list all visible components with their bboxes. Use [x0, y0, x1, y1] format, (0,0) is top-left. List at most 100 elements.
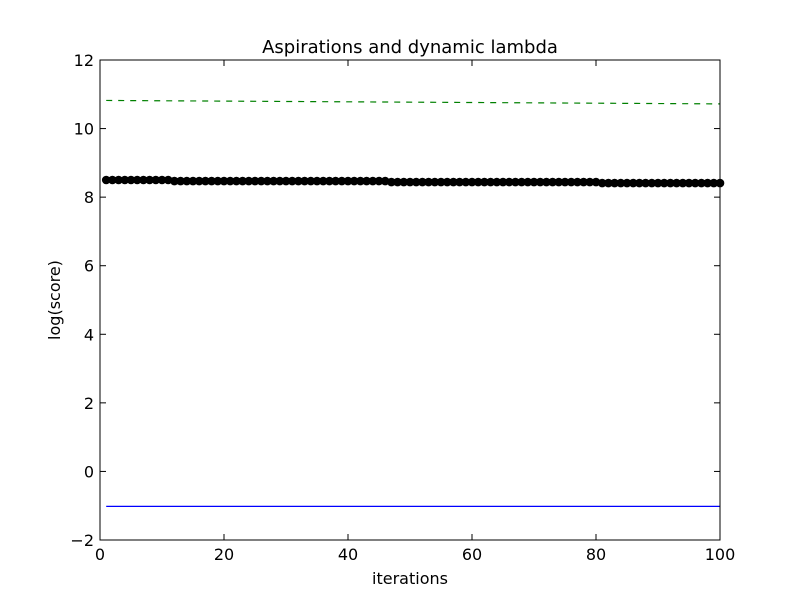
data-point	[393, 177, 402, 187]
data-point	[666, 178, 675, 188]
data-point	[523, 177, 533, 187]
data-point	[300, 176, 309, 186]
data-point	[145, 175, 154, 185]
data-point	[610, 178, 619, 188]
data-point	[405, 177, 415, 187]
data-point	[331, 176, 340, 186]
data-point	[517, 177, 526, 187]
series-1	[101, 175, 725, 188]
data-point	[219, 176, 229, 186]
data-point	[132, 175, 142, 185]
data-point	[399, 177, 409, 187]
data-point	[467, 177, 477, 187]
x-axis-label: iterations	[372, 569, 448, 588]
data-point	[653, 178, 663, 188]
data-point	[325, 176, 334, 186]
data-point	[430, 177, 440, 187]
data-point	[176, 176, 185, 186]
data-point	[616, 178, 626, 188]
data-point	[585, 177, 595, 187]
data-point	[697, 178, 706, 188]
data-point	[256, 176, 266, 186]
x-tick-label: 20	[214, 545, 234, 564]
y-tick-label: 10	[74, 120, 94, 139]
data-point	[480, 177, 489, 187]
y-tick-label: 0	[84, 462, 94, 481]
data-point	[628, 178, 638, 188]
chart-title: Aspirations and dynamic lambda	[262, 37, 558, 58]
data-point	[356, 176, 365, 186]
y-tick-label: 6	[84, 257, 94, 276]
data-point	[201, 176, 210, 186]
data-point	[418, 177, 427, 187]
data-point	[269, 176, 278, 186]
y-tick-label: 2	[84, 394, 94, 413]
y-tick-label: −2	[70, 531, 94, 550]
data-point	[690, 178, 700, 188]
data-point	[244, 176, 254, 186]
data-point	[449, 177, 458, 187]
data-point	[566, 177, 576, 187]
data-point	[554, 177, 564, 187]
x-tick-label: 60	[462, 545, 482, 564]
data-point	[362, 176, 371, 186]
data-point	[635, 178, 644, 188]
data-point	[442, 177, 452, 187]
data-point	[461, 177, 471, 187]
data-point	[579, 177, 588, 187]
data-point	[604, 178, 613, 188]
data-point	[548, 177, 557, 187]
data-point	[151, 175, 161, 185]
data-point	[486, 177, 495, 187]
data-point	[641, 178, 650, 188]
data-point	[678, 178, 688, 188]
data-point	[511, 177, 520, 187]
data-point	[188, 176, 198, 186]
x-tick-label: 40	[338, 545, 358, 564]
data-point	[170, 176, 179, 186]
data-point	[498, 177, 508, 187]
data-point	[312, 176, 322, 186]
data-point	[343, 176, 353, 186]
data-point	[294, 176, 303, 186]
data-point	[207, 176, 216, 186]
data-point	[647, 178, 657, 188]
data-point	[424, 177, 433, 187]
data-point	[455, 177, 464, 187]
data-point	[194, 176, 204, 186]
data-point	[225, 176, 235, 186]
data-point	[492, 177, 502, 187]
data-point	[182, 176, 192, 186]
data-point	[337, 176, 347, 186]
data-point	[622, 178, 632, 188]
y-tick-label: 8	[84, 188, 94, 207]
data-point	[101, 175, 111, 185]
data-point	[108, 175, 117, 185]
data-point	[139, 175, 148, 185]
data-point	[411, 177, 421, 187]
data-point	[529, 177, 539, 187]
data-point	[684, 178, 694, 188]
data-point	[232, 176, 241, 186]
data-point	[703, 178, 712, 188]
data-point	[114, 175, 123, 185]
data-point	[281, 176, 291, 186]
data-point	[542, 177, 551, 187]
y-tick-label: 12	[74, 51, 94, 70]
data-point	[120, 175, 130, 185]
data-point	[126, 175, 136, 185]
y-axis-label: log(score)	[45, 260, 64, 340]
data-point	[318, 176, 328, 186]
data-point	[250, 176, 260, 186]
data-point	[349, 176, 359, 186]
data-point	[504, 177, 514, 187]
plot-frame	[99, 59, 721, 541]
data-point	[709, 178, 719, 188]
data-point	[213, 176, 223, 186]
data-point	[672, 178, 681, 188]
data-point	[535, 177, 545, 187]
data-point	[573, 177, 582, 187]
data-point	[263, 176, 272, 186]
